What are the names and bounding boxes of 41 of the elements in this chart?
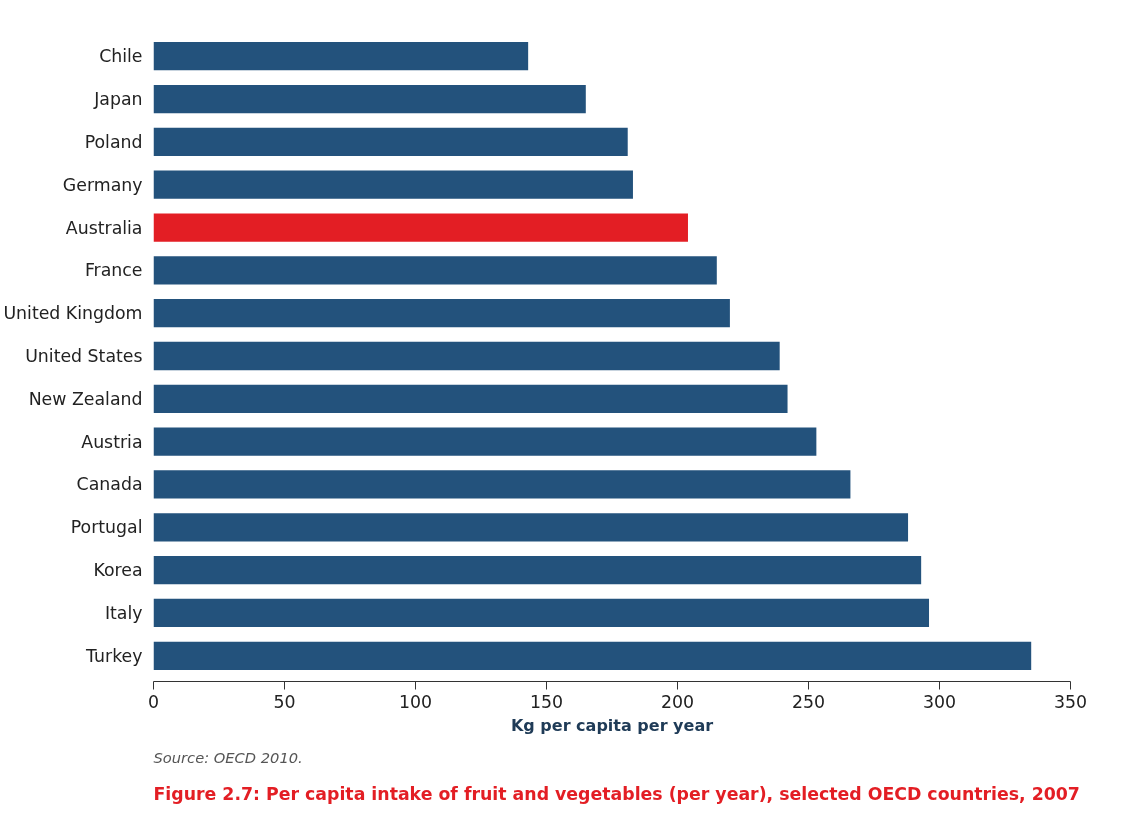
bar: [153, 384, 788, 413]
bar: [153, 556, 922, 585]
text: Figure 2.7: Per capita intake of fruit and vegetables (per year), selected OECD countries, 2007: [153, 783, 1080, 804]
y-tick-label: United Kingdom: [3, 303, 143, 324]
x-tick-label: 250: [791, 691, 826, 712]
bar: [153, 598, 930, 628]
bar: [153, 127, 628, 156]
y-tick-label: Japan: [93, 89, 143, 110]
y-tick-label: Canada: [76, 474, 143, 495]
bar: [153, 470, 851, 499]
bar: [153, 213, 688, 242]
bar: [153, 256, 717, 285]
y-tick-label: Germany: [62, 174, 143, 195]
y-tick-label: Italy: [104, 602, 143, 623]
bar: [153, 427, 817, 456]
y-tick-label: United States: [25, 346, 143, 366]
bar: [153, 513, 909, 542]
y-tick-label: New Zealand: [28, 388, 143, 409]
source-note: Source: OECD 2010.: [153, 748, 303, 766]
bar: [153, 341, 780, 371]
bar: [153, 84, 586, 114]
y-tick-label: Poland: [84, 131, 143, 152]
x-tick-label: 350: [1053, 691, 1088, 712]
x-tick-label: 50: [273, 691, 296, 712]
bar: [153, 42, 529, 71]
x-tick-label: 0: [147, 691, 160, 712]
y-tick-label: Austria: [81, 431, 143, 452]
y-tick-label: Turkey: [85, 645, 143, 666]
bar: [153, 170, 633, 199]
bar: [153, 641, 1032, 670]
y-tick-label: Chile: [99, 46, 143, 67]
bar: [153, 299, 730, 328]
y-tick-label: Portugal: [70, 517, 143, 538]
x-tick-label: 200: [660, 691, 695, 712]
x-tick-label: 100: [398, 691, 433, 712]
x-tick-label: 300: [922, 691, 957, 712]
y-tick-label: France: [84, 260, 143, 281]
x-tick-label: 150: [529, 691, 564, 712]
y-tick-label: Australia: [65, 217, 143, 238]
x-axis-title: Kg per capita per year: [510, 715, 714, 735]
y-tick-label: Korea: [93, 560, 143, 581]
